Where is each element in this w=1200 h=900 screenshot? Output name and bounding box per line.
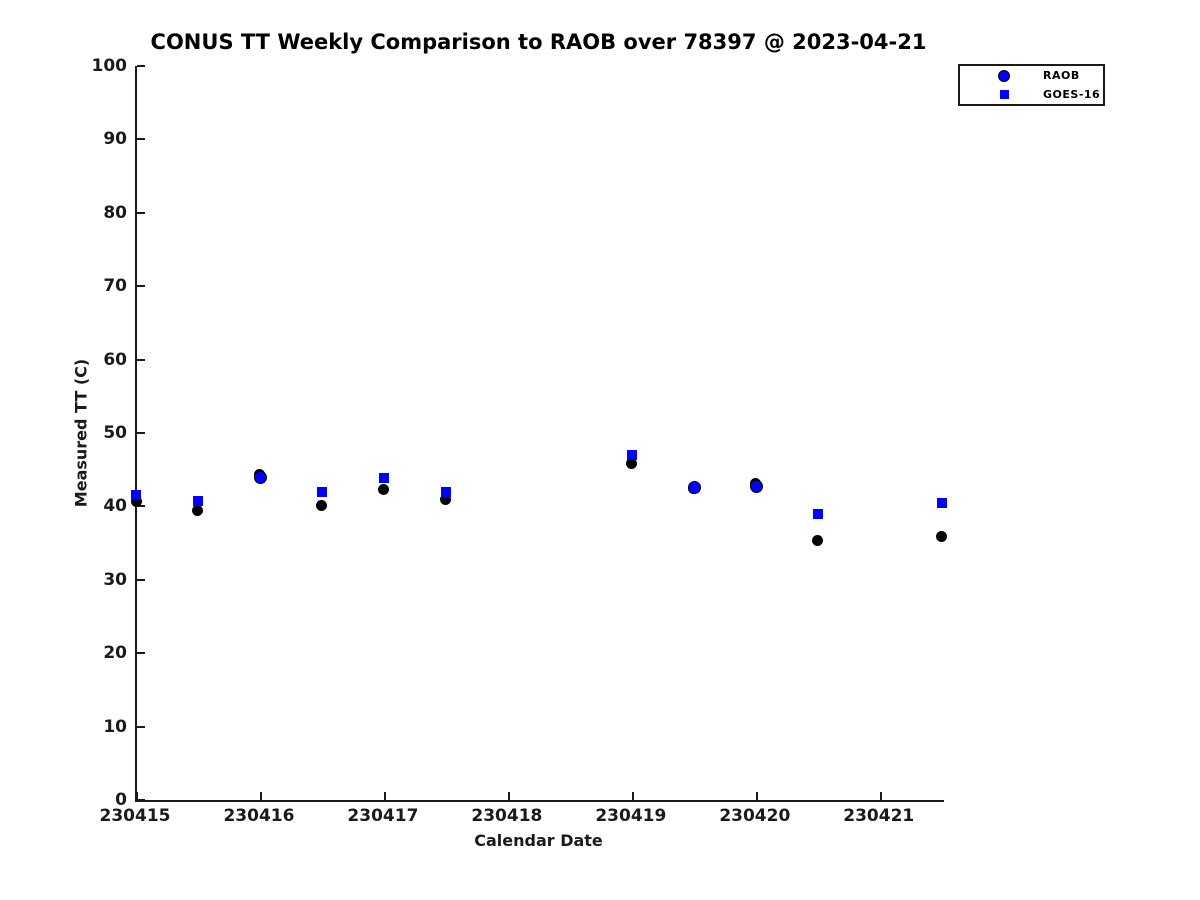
y-tick-label: 70 (103, 276, 127, 297)
raob-black-circles-marker (378, 484, 390, 496)
y-tick-label: 0 (115, 790, 127, 810)
goes16-squares-marker (440, 487, 451, 498)
goes16-squares-marker (378, 472, 389, 483)
goes16-squares-marker (192, 495, 203, 506)
chart-title: CONUS TT Weekly Comparison to RAOB over … (150, 30, 927, 54)
raob-blue-circles-marker (254, 470, 268, 484)
plot-area (130, 65, 948, 802)
y-tick-label: 80 (103, 202, 127, 223)
y-tick-mark (137, 432, 145, 434)
x-tick-mark (879, 792, 882, 800)
y-tick-label: 40 (103, 496, 127, 517)
raob-black-circles-marker (192, 505, 204, 517)
x-tick-label: 230417 (347, 806, 419, 826)
x-tick-mark (136, 792, 138, 800)
goes16-squares-marker (316, 487, 327, 498)
x-axis-label: Calendar Date (474, 831, 603, 850)
x-tick-mark (507, 792, 510, 800)
legend-rows: RAOB GOES-16 (960, 66, 1103, 104)
y-tick-mark (137, 799, 145, 801)
y-tick-label: 10 (103, 716, 127, 737)
raob-blue-circles-marker (750, 480, 764, 494)
y-tick-label: 90 (103, 129, 127, 150)
raob-blue-circles-marker (688, 481, 702, 495)
legend: RAOB GOES-16 (958, 64, 1105, 106)
legend-entry-goes-16: GOES-16 (960, 85, 1103, 104)
circle-marker-glyph (998, 69, 1010, 82)
x-tick-mark (755, 792, 758, 800)
x-tick-label: 230420 (719, 806, 791, 826)
x-tick-label: 230416 (223, 806, 295, 826)
raob-black-circles-marker (626, 457, 638, 469)
legend-entry-raob: RAOB (960, 66, 1103, 85)
y-tick-mark (137, 285, 145, 288)
raob-black-circles-marker (812, 535, 824, 547)
goes16-squares-marker (936, 498, 947, 509)
y-tick-mark (137, 505, 145, 508)
y-tick-label: 30 (103, 569, 127, 590)
raob-black-circles-marker (130, 495, 142, 507)
x-tick-mark (631, 792, 634, 800)
y-tick-mark (137, 725, 145, 728)
x-tick-label: 230415 (99, 806, 171, 826)
goes16-squares-marker (812, 509, 823, 520)
y-tick-mark (137, 211, 145, 214)
y-tick-label: 60 (103, 349, 127, 370)
raob-legend-circle-icon (996, 69, 1012, 82)
y-tick-label: 100 (91, 56, 128, 76)
x-tick-label: 230418 (471, 806, 543, 826)
x-tick-mark (383, 792, 386, 800)
y-tick-mark (137, 358, 145, 361)
goes16-squares-marker (131, 490, 141, 501)
square-marker-glyph (999, 90, 1009, 99)
goes-16-legend-square-icon (996, 90, 1012, 99)
y-tick-label: 20 (103, 643, 127, 664)
raob-black-circles-marker (936, 530, 948, 542)
y-tick-mark (137, 65, 145, 67)
legend-label: GOES-16 (1043, 88, 1101, 101)
legend-label: RAOB (1043, 69, 1080, 82)
y-tick-mark (137, 652, 145, 655)
x-tick-label: 230421 (843, 806, 915, 826)
raob-black-circles-marker (440, 493, 452, 505)
y-tick-mark (137, 138, 145, 141)
y-tick-mark (137, 578, 145, 581)
goes16-squares-marker (626, 450, 637, 461)
x-tick-mark (259, 792, 262, 800)
y-tick-label: 50 (103, 423, 127, 443)
raob-black-circles-marker (316, 500, 328, 512)
x-tick-label: 230419 (595, 806, 667, 826)
